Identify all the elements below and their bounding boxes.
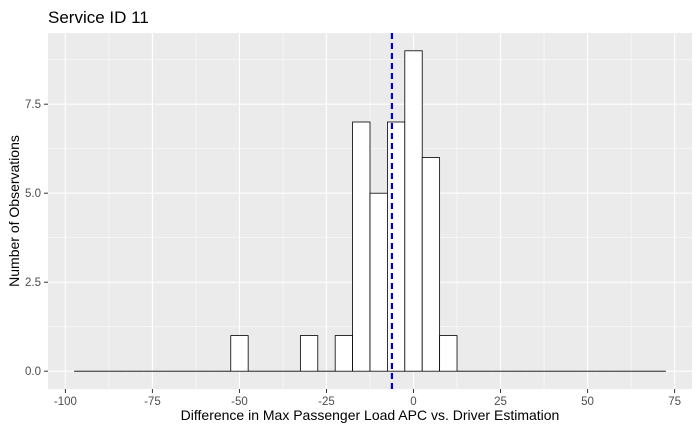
x-tick-label: -100 <box>54 396 77 408</box>
histogram-bar <box>439 335 458 372</box>
histogram-bar <box>421 157 441 372</box>
histogram-bars <box>74 50 666 372</box>
x-axis-ticks: -100 -75 -50 -25 0 25 50 75 <box>54 389 681 408</box>
x-tick-label: 25 <box>494 396 507 408</box>
x-axis-title: Difference in Max Passenger Load APC vs.… <box>181 407 560 423</box>
histogram-bar <box>299 335 319 372</box>
histogram-bar <box>404 50 423 372</box>
x-tick-label: 0 <box>410 396 416 408</box>
y-tick-label: 2.5 <box>25 277 41 289</box>
y-tick-label: 5.0 <box>25 188 41 200</box>
y-axis-title: Number of Observations <box>6 135 22 287</box>
chart-title: Service ID 11 <box>48 8 149 27</box>
y-tick-label: 0.0 <box>25 366 41 378</box>
x-tick-label: -75 <box>144 396 161 408</box>
y-axis-ticks: 0.0 2.5 5.0 7.5 <box>25 99 48 378</box>
x-tick-label: -25 <box>318 396 335 408</box>
x-tick-label: 50 <box>581 396 594 408</box>
x-tick-label: -50 <box>231 396 248 408</box>
histogram-bar <box>369 192 388 372</box>
histogram-bar <box>334 335 353 372</box>
histogram-bar <box>387 121 406 372</box>
y-tick-label: 7.5 <box>25 99 41 111</box>
histogram-bar <box>230 335 249 372</box>
histogram-bar <box>352 121 371 372</box>
x-tick-label: 75 <box>668 396 681 408</box>
